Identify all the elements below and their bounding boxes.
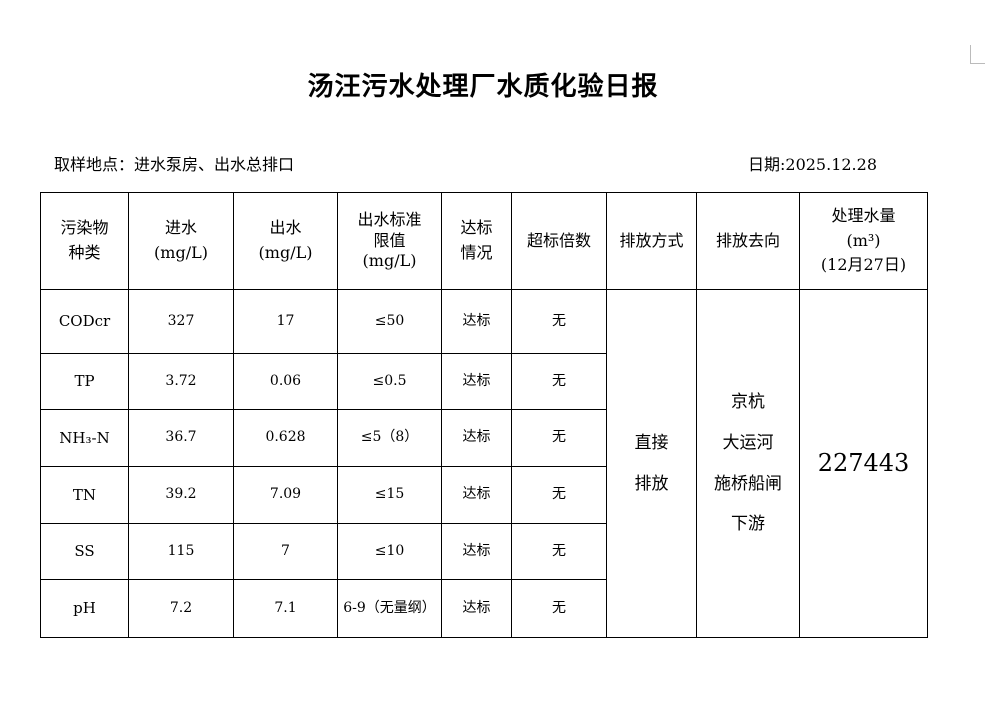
- header-outflow: 出水 (mg/L): [233, 192, 338, 290]
- treated-volume: 227443: [799, 289, 928, 638]
- pollutant-name: CODcr: [40, 289, 129, 354]
- inflow-value: 327: [128, 289, 234, 354]
- table-row: CODcr 327 17 ≤50 达标无直接 排放 京杭 大运河 施桥船闸 下游 227443: [40, 289, 928, 638]
- exceed-value: 无: [511, 579, 607, 638]
- inflow-value: 36.7: [128, 409, 234, 467]
- header-exceed: 超标倍数: [511, 192, 607, 290]
- status-value: 达标: [441, 353, 512, 410]
- header-limit: 出水标准 限值 (mg/L): [337, 192, 442, 290]
- header-status: 达标 情况: [441, 192, 512, 290]
- header-volume: 处理水量 (m³) (12月27日): [799, 192, 928, 290]
- header-row: 污染物 种类 进水 (mg/L) 出水 (mg/L) 出水标准 限值 (mg/L) 达标情…: [40, 192, 928, 290]
- limit-value: ≤10: [337, 523, 442, 580]
- limit-value: ≤0.5: [337, 353, 442, 410]
- table-row: TP 3.72 0.06 ≤0.5 达标无: [40, 353, 928, 410]
- pollutant-name: pH: [40, 579, 129, 638]
- page-corner-mark: [970, 45, 985, 64]
- outflow-value: 0.628: [233, 409, 338, 467]
- status-value: 达标: [441, 523, 512, 580]
- table-row: pH 7.2 7.1 6-9（无量纲） 达标无: [40, 579, 928, 638]
- outflow-value: 17: [233, 289, 338, 354]
- status-value: 达标: [441, 579, 512, 638]
- sampling-location: 取样地点：进水泵房、出水总排口: [54, 155, 295, 174]
- exceed-value: 无: [511, 523, 607, 580]
- outflow-value: 7.1: [233, 579, 338, 638]
- inflow-value: 7.2: [128, 579, 234, 638]
- outflow-value: 0.06: [233, 353, 338, 410]
- inflow-value: 3.72: [128, 353, 234, 410]
- discharge-method: 直接 排放: [606, 289, 697, 638]
- pollutant-name: TP: [40, 353, 129, 410]
- inflow-value: 115: [128, 523, 234, 580]
- table-row: SS 115 7 ≤10 达标无: [40, 523, 928, 580]
- pollutant-name: TN: [40, 466, 129, 524]
- exceed-value: 无: [511, 353, 607, 410]
- outflow-value: 7.09: [233, 466, 338, 524]
- inflow-value: 39.2: [128, 466, 234, 524]
- status-value: 达标: [441, 466, 512, 524]
- limit-value: ≤50: [337, 289, 442, 354]
- exceed-value: 无: [511, 466, 607, 524]
- header-method: 排放方式: [606, 192, 697, 290]
- header-pollutant: 污染物 种类: [40, 192, 129, 290]
- header-inflow: 进水 (mg/L): [128, 192, 234, 290]
- table-row: NH₃-N 36.7 0.628 ≤5（8） 达标无: [40, 409, 928, 467]
- status-value: 达标: [441, 409, 512, 467]
- pollutant-name: NH₃-N: [40, 409, 129, 467]
- limit-value: ≤15: [337, 466, 442, 524]
- page-title: 汤汪污水处理厂水质化验日报: [307, 72, 659, 102]
- exceed-value: 无: [511, 409, 607, 467]
- pollutant-name: SS: [40, 523, 129, 580]
- report-date: 日期:2025.12.28: [748, 155, 878, 174]
- discharge-destination: 京杭 大运河 施桥船闸 下游: [696, 289, 800, 638]
- table-row: TN 39.2 7.09 ≤15 达标无: [40, 466, 928, 524]
- status-value: 达标: [441, 289, 512, 354]
- header-destination: 排放去向: [696, 192, 800, 290]
- outflow-value: 7: [233, 523, 338, 580]
- limit-value: ≤5（8）: [337, 409, 442, 467]
- water-quality-table: 污染物 种类 进水 (mg/L) 出水 (mg/L) 出水标准 限值 (mg/L) 达标情…: [40, 192, 928, 638]
- exceed-value: 无: [511, 289, 607, 354]
- limit-value: 6-9（无量纲）: [337, 579, 442, 638]
